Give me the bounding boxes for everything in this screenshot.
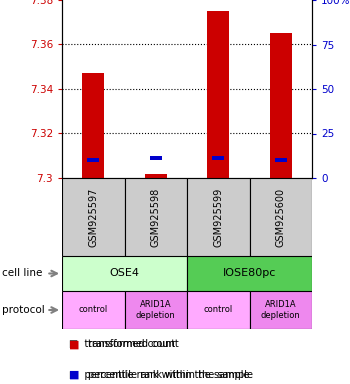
Bar xyxy=(212,156,224,160)
Text: control: control xyxy=(79,306,108,314)
Bar xyxy=(187,178,250,256)
Text: percentile rank within the sample: percentile rank within the sample xyxy=(88,370,253,380)
Bar xyxy=(187,291,250,329)
Bar xyxy=(62,291,125,329)
Bar xyxy=(275,158,287,162)
Bar xyxy=(125,291,187,329)
Text: transformed count: transformed count xyxy=(88,339,179,349)
Text: GSM925597: GSM925597 xyxy=(88,187,98,247)
Bar xyxy=(207,11,229,178)
Bar xyxy=(62,178,125,256)
Text: ARID1A
depletion: ARID1A depletion xyxy=(261,300,301,320)
Bar xyxy=(250,178,312,256)
Text: control: control xyxy=(204,306,233,314)
Bar xyxy=(250,291,312,329)
Text: GSM925598: GSM925598 xyxy=(151,187,161,247)
Text: GSM925599: GSM925599 xyxy=(213,187,223,247)
Text: ■: ■ xyxy=(69,370,79,380)
Bar xyxy=(125,178,187,256)
Text: ■  transformed count: ■ transformed count xyxy=(69,339,175,349)
Text: OSE4: OSE4 xyxy=(110,268,140,278)
Bar xyxy=(270,33,292,178)
Text: GSM925600: GSM925600 xyxy=(276,187,286,247)
Text: protocol: protocol xyxy=(2,305,44,315)
Text: IOSE80pc: IOSE80pc xyxy=(223,268,276,278)
Bar xyxy=(82,73,104,178)
Text: ■  percentile rank within the sample: ■ percentile rank within the sample xyxy=(69,370,250,380)
Text: ARID1A
depletion: ARID1A depletion xyxy=(136,300,176,320)
Text: cell line: cell line xyxy=(2,268,42,278)
Bar xyxy=(145,174,167,178)
Text: ■: ■ xyxy=(69,339,79,349)
Bar xyxy=(187,256,312,291)
Bar xyxy=(62,256,187,291)
Bar xyxy=(150,156,162,160)
Bar xyxy=(87,158,99,162)
